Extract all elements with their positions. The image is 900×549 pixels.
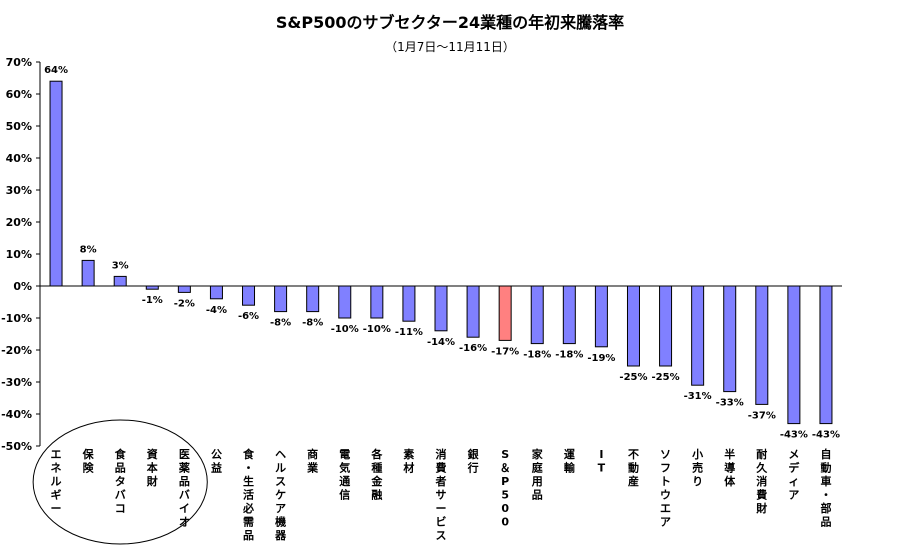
category-label: 小売り [691,447,703,488]
data-label: -2% [174,298,195,309]
y-tick-label: 20% [6,216,32,229]
y-tick-label: -30% [1,376,32,389]
bar [498,285,512,341]
annotation-layer [32,419,208,545]
bar [274,285,288,313]
data-label: -8% [302,318,323,329]
data-label: -33% [716,398,744,409]
bar [659,285,673,367]
bar [402,285,416,322]
category-label: 半導体 [724,447,736,488]
data-label: -14% [427,337,455,348]
y-tick-label: -40% [1,408,32,421]
bar [49,80,63,287]
category-label: 消費者サービス [435,447,447,542]
data-label: -43% [780,430,808,441]
category-label: 各種金融 [370,447,383,502]
bar [819,285,833,425]
y-tick-label: 0% [13,280,32,293]
y-tick-label: -10% [1,312,32,325]
y-tick-label: -50% [1,440,32,453]
data-label: 8% [80,244,97,255]
bar [562,285,576,345]
data-label: -4% [206,305,227,316]
bar [755,285,769,405]
chart-subtitle: （1月7日～11月11日） [385,40,515,54]
category-label: 保険 [82,447,95,475]
bar [691,285,705,386]
bar [787,285,801,425]
bar [81,259,95,287]
category-label: 食品タバコ [115,447,127,515]
category-label: ヘルスケア機器 [274,448,287,542]
y-tick-label: 70% [6,56,32,69]
category-label: 医薬品バイオ [179,448,191,529]
data-label: 3% [112,260,129,271]
y-tick-label: 30% [6,184,32,197]
bar [370,285,384,319]
category-label: 素材 [403,447,414,475]
highlight-ellipse [32,419,208,545]
data-label: -18% [555,350,583,361]
data-label: -11% [395,327,423,338]
bar [626,285,640,367]
category-label: 耐久消費財 [755,447,768,515]
bar [145,285,159,290]
category-label: ソフトウエア [660,448,671,529]
category-label: 商業 [306,447,319,475]
data-label: -19% [587,353,615,364]
bar [242,285,256,306]
data-label: -37% [748,410,776,421]
bar [434,285,448,332]
bar [113,275,127,287]
data-label: -10% [363,324,391,335]
data-label: -31% [684,391,712,402]
category-label: エネルギー [51,448,62,515]
category-label: 家庭用品 [532,447,544,502]
data-label: -18% [523,350,551,361]
category-label: 食・生活必需品 [242,447,255,542]
y-tick-label: 40% [6,152,32,165]
label-layer: 64% エネルギー 8% 保険 3% 食品タバコ -1% 資本財 -2% 医薬品バイオ -4% 公益 -… [44,65,840,542]
y-tick-label: 10% [6,248,32,261]
category-label: 運輸 [564,448,576,475]
category-label: S ＆ P 5 0 0 [500,448,511,529]
category-label: 資本財 [146,447,158,488]
bar [594,285,608,348]
data-label: -10% [331,324,359,335]
bar [209,285,223,300]
y-tick-label: 50% [6,120,32,133]
category-label: 公益 [211,448,222,475]
category-label: 不動産 [628,448,639,488]
bar [306,285,320,313]
y-tick-label: -20% [1,344,32,357]
data-label: -1% [142,295,163,306]
category-label: 電気通信 [339,448,350,502]
axis-layer: 70% 60% 50% 40% 30% 20% 10% 0% -10% -20% -30% -40% -… [1,56,842,453]
bar [177,285,191,293]
bar-layer [49,80,833,425]
category-label: 自動車・部品 [820,447,831,529]
chart-title: S&P500のサブセクター24業種の年初来騰落率 [276,13,624,32]
bar [530,285,544,345]
data-label: -8% [270,318,291,329]
data-label: -25% [619,372,647,383]
category-label: メディア [788,448,800,502]
bar [723,285,737,393]
data-label: -17% [491,346,519,357]
data-label: 64% [44,65,68,76]
data-label: -43% [812,430,840,441]
bar [466,285,480,338]
bar [338,285,352,319]
data-label: -6% [238,311,259,322]
y-tick-label: 60% [6,88,32,101]
data-label: -16% [459,343,487,354]
category-label: 銀行 [467,447,479,475]
data-label: -25% [652,372,680,383]
